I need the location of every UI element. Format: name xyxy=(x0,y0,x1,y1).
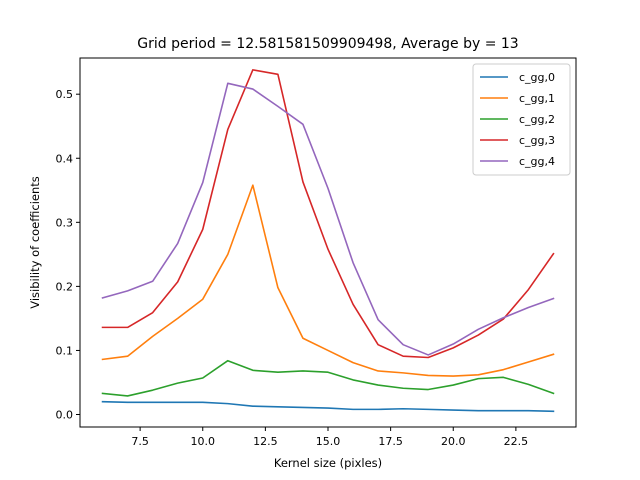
x-tick-label: 12.5 xyxy=(253,435,278,448)
series-line-2 xyxy=(101,359,555,397)
y-tick-label: 0.5 xyxy=(56,88,74,101)
series-line-3 xyxy=(101,69,555,359)
y-tick-label: 0.2 xyxy=(56,280,74,293)
x-axis-ticks: 7.5 10.0 12.5 15.0 17.5 20.0 22.5 xyxy=(131,427,528,448)
y-axis-ticks: 0.0 0.1 0.2 0.3 0.4 0.5 xyxy=(56,88,80,422)
y-tick-label: 0.4 xyxy=(56,152,74,165)
y-tick-label: 0.1 xyxy=(56,344,74,357)
series-line-4 xyxy=(101,82,555,356)
legend-label-1: c_gg,1 xyxy=(519,92,555,105)
x-axis-label: Kernel size (pixles) xyxy=(274,456,382,470)
x-tick-label: 7.5 xyxy=(131,435,149,448)
y-tick-label: 0.0 xyxy=(56,409,74,422)
x-tick-label: 22.5 xyxy=(504,435,529,448)
series-line-1 xyxy=(101,184,555,377)
x-tick-label: 17.5 xyxy=(378,435,403,448)
series-layer xyxy=(101,69,555,413)
legend: c_gg,0 c_gg,1 c_gg,2 c_gg,3 c_gg,4 xyxy=(472,63,571,176)
y-tick-label: 0.3 xyxy=(56,216,74,229)
x-tick-label: 15.0 xyxy=(316,435,341,448)
x-tick-label: 10.0 xyxy=(190,435,215,448)
legend-label-0: c_gg,0 xyxy=(519,71,555,84)
legend-frame xyxy=(472,63,571,176)
legend-items: c_gg,0 c_gg,1 c_gg,2 c_gg,3 c_gg,4 xyxy=(480,71,555,168)
y-axis-label: Visibility of coefficients xyxy=(28,176,42,309)
legend-label-2: c_gg,2 xyxy=(519,113,555,126)
chart-title: Grid period = 12.581581509909498, Averag… xyxy=(137,36,518,52)
x-tick-label: 20.0 xyxy=(441,435,466,448)
series-line-0 xyxy=(101,400,555,413)
legend-label-4: c_gg,4 xyxy=(519,155,555,168)
legend-label-3: c_gg,3 xyxy=(519,134,555,147)
